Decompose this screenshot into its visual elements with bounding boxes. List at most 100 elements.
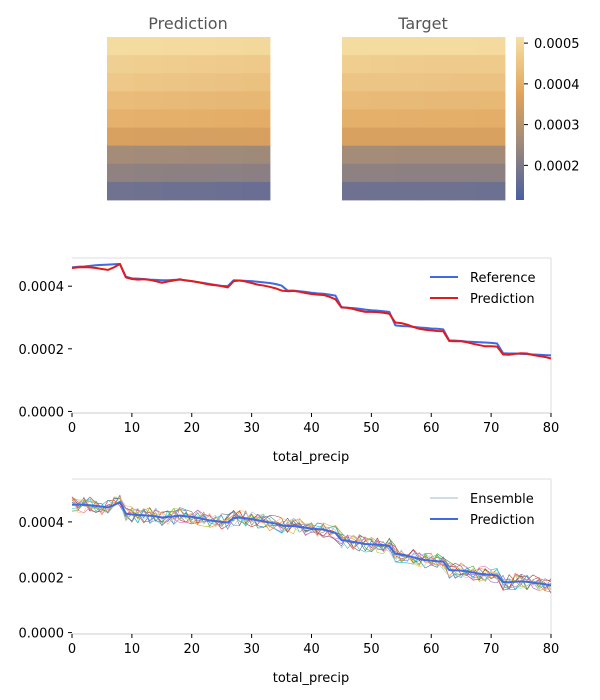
heatmap-cell xyxy=(477,109,506,128)
ensemble-member-line xyxy=(71,496,552,592)
heatmap-cell xyxy=(450,181,479,201)
heatmap-cell xyxy=(242,181,271,201)
heatmap-cell xyxy=(161,55,189,74)
heatmap-cell xyxy=(450,91,479,110)
heatmap-cell xyxy=(396,37,424,56)
heatmap-cell xyxy=(396,55,424,74)
y-tick-label: 0.0002 xyxy=(19,343,65,358)
legend-label-prediction: Prediction xyxy=(470,513,535,528)
heatmap-cell xyxy=(161,127,189,147)
y-tick-label: 0.0000 xyxy=(19,405,65,420)
heatmap-cell xyxy=(369,145,397,165)
x-tick-label: 60 xyxy=(423,421,440,436)
heatmap-cell xyxy=(134,91,162,110)
x-tick-label: 70 xyxy=(483,642,500,657)
x-tick-label: 0 xyxy=(68,421,76,436)
heatmap-cell xyxy=(369,37,397,56)
x-tick-label: 30 xyxy=(243,421,260,436)
heatmap-cell xyxy=(107,181,135,201)
x-tick-label: 10 xyxy=(124,642,141,657)
x-tick-label: 80 xyxy=(543,642,560,657)
heatmap-cell xyxy=(188,109,217,128)
x-axis-label: total_precip xyxy=(273,671,350,686)
heatmap-cell xyxy=(134,181,162,201)
heatmap-cell xyxy=(396,163,424,183)
legend-label-prediction: Prediction xyxy=(470,292,535,307)
legend-label-reference: Reference xyxy=(470,271,535,286)
heatmap-cell xyxy=(450,73,479,92)
heatmap-cell xyxy=(477,163,506,183)
colorbar: 0.0005 0.0004 0.0003 0.0002 xyxy=(516,37,580,200)
heatmap-cell xyxy=(107,91,135,110)
colorbar-gradient xyxy=(516,37,524,200)
heatmap-cell xyxy=(477,37,506,56)
heatmap-cell xyxy=(242,73,271,92)
heatmap-cell xyxy=(107,145,135,165)
heatmap-cell xyxy=(477,73,506,92)
heatmap-cell xyxy=(342,109,370,128)
heatmap-cell xyxy=(342,55,370,74)
heatmap-cell xyxy=(188,55,217,74)
heatmap-prediction xyxy=(107,37,271,201)
heatmap-cell xyxy=(450,37,479,56)
ensemble-member-line xyxy=(71,497,552,592)
heatmap-cell xyxy=(396,181,424,201)
x-tick-label: 60 xyxy=(423,642,440,657)
heatmap-cell xyxy=(369,181,397,201)
x-tick-label: 70 xyxy=(483,421,500,436)
heatmap-cell xyxy=(188,163,217,183)
heatmap-cell xyxy=(188,127,217,147)
heatmap-cell xyxy=(369,73,397,92)
heatmap-cell xyxy=(215,91,244,110)
heatmap-cell xyxy=(423,73,452,92)
ensemble-member-line xyxy=(71,498,552,590)
heatmap-cell xyxy=(342,37,370,56)
y-tick-label: 0.0004 xyxy=(19,280,65,295)
heatmap-cell xyxy=(396,73,424,92)
x-tick-label: 40 xyxy=(303,421,320,436)
heatmap-cell xyxy=(161,163,189,183)
ensemble-member-line xyxy=(71,496,552,591)
heatmap-cell xyxy=(242,37,271,56)
x-tick-label: 30 xyxy=(243,642,260,657)
heatmap-cell xyxy=(342,91,370,110)
heatmap-cell xyxy=(450,109,479,128)
heatmap-cell xyxy=(369,109,397,128)
heatmap-cell xyxy=(369,127,397,147)
x-tick-label: 10 xyxy=(124,421,141,436)
heatmap-cell xyxy=(107,55,135,74)
heatmap-cell xyxy=(188,181,217,201)
x-tick-label: 40 xyxy=(303,642,320,657)
x-tick-label: 50 xyxy=(363,642,380,657)
heatmap-cell xyxy=(396,145,424,165)
heatmap-cell xyxy=(423,163,452,183)
heatmap-cell xyxy=(369,163,397,183)
y-tick-label: 0.0002 xyxy=(19,571,65,586)
heatmap-cell xyxy=(215,181,244,201)
heatmap-cell xyxy=(423,109,452,128)
x-axis-label: total_precip xyxy=(273,450,350,465)
heatmap-cell xyxy=(134,145,162,165)
heatmap-cell xyxy=(242,163,271,183)
series-prediction-line xyxy=(71,501,552,587)
x-tick-label: 20 xyxy=(183,642,200,657)
heatmap-cell xyxy=(342,73,370,92)
heatmap-cell xyxy=(107,163,135,183)
heatmap-cell xyxy=(242,109,271,128)
colorbar-tick-label: 0.0003 xyxy=(534,119,580,134)
heatmap-cell xyxy=(134,109,162,128)
ensemble-member-line xyxy=(71,494,552,590)
heatmap-cell xyxy=(423,55,452,74)
heatmap-cell xyxy=(423,91,452,110)
heatmap-cell xyxy=(477,181,506,201)
heatmap-cell xyxy=(107,73,135,92)
heatmap-cell xyxy=(188,73,217,92)
heatmap-cell xyxy=(215,37,244,56)
heatmap-cell xyxy=(215,145,244,165)
heatmap-cell xyxy=(396,127,424,147)
heatmap-cell xyxy=(342,127,370,147)
x-tick-label: 80 xyxy=(543,421,560,436)
heatmap-cell xyxy=(161,37,189,56)
heatmap-cell xyxy=(477,145,506,165)
